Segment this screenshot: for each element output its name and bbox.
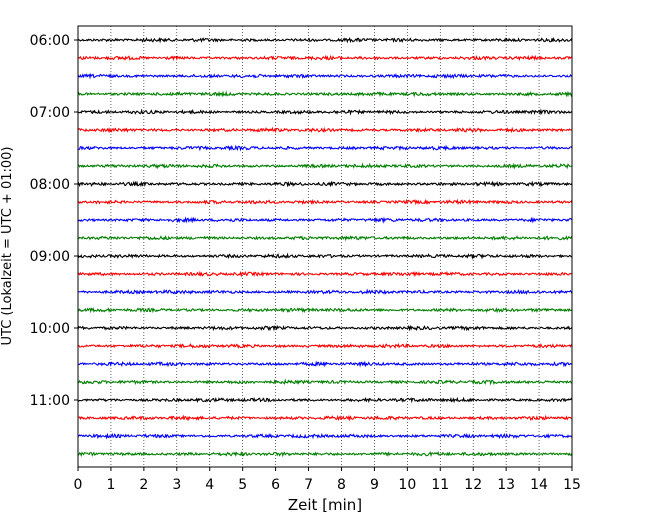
trace-line <box>77 450 573 458</box>
trace-line <box>77 73 573 80</box>
x-tick-label: 15 <box>563 477 581 493</box>
trace-line <box>77 378 573 386</box>
y-tick-label: 08:00 <box>30 177 70 193</box>
trace-line <box>77 198 573 206</box>
x-tick-label: 5 <box>238 477 247 493</box>
y-tick-label: 07:00 <box>30 105 70 121</box>
seismic-traces <box>77 36 573 458</box>
trace-line <box>77 342 573 350</box>
y-axis-label: UTC (Lokalzeit = UTC + 01:00) <box>0 147 15 346</box>
trace-line <box>77 432 573 440</box>
trace-line <box>77 306 573 314</box>
trace-line <box>77 324 573 332</box>
x-axis-label: Zeit [min] <box>288 496 362 514</box>
x-tick-label: 6 <box>271 477 280 493</box>
trace-line <box>77 414 573 422</box>
trace-line <box>77 108 573 116</box>
trace-line <box>77 252 573 260</box>
trace-line <box>77 288 573 295</box>
plot-frame <box>77 25 573 468</box>
x-tick-label: 4 <box>205 477 214 493</box>
trace-line <box>77 90 573 98</box>
trace-line <box>77 126 573 134</box>
trace-line <box>77 270 573 278</box>
trace-line <box>77 234 573 242</box>
y-tick-label: 10:00 <box>30 321 70 337</box>
trace-line <box>77 216 573 224</box>
x-tick-label: 1 <box>106 477 115 493</box>
trace-line <box>77 144 573 152</box>
trace-line <box>77 396 573 404</box>
x-tick-label: 3 <box>172 477 181 493</box>
x-tick-label: 12 <box>464 477 482 493</box>
trace-line <box>77 162 573 170</box>
y-tick-label: 06:00 <box>30 33 70 49</box>
trace-line <box>77 360 573 368</box>
axes: 0 1 2 3 4 5 6 7 8 9 10 11 12 13 14 1506:0007:0008:0009:… <box>30 25 581 493</box>
x-tick-label: 10 <box>398 477 416 493</box>
x-tick-label: 11 <box>431 477 449 493</box>
y-tick-label: 11:00 <box>30 393 70 409</box>
y-tick-label: 09:00 <box>30 249 70 265</box>
x-tick-label: 13 <box>497 477 515 493</box>
x-tick-label: 2 <box>139 477 148 493</box>
x-tick-label: 0 <box>74 477 83 493</box>
x-tick-label: 8 <box>337 477 346 493</box>
x-tick-label: 14 <box>530 477 548 493</box>
x-tick-label: 9 <box>370 477 379 493</box>
trace-line <box>77 180 573 188</box>
trace-line <box>77 36 573 44</box>
x-tick-label: 7 <box>304 477 313 493</box>
trace-line <box>77 54 573 62</box>
